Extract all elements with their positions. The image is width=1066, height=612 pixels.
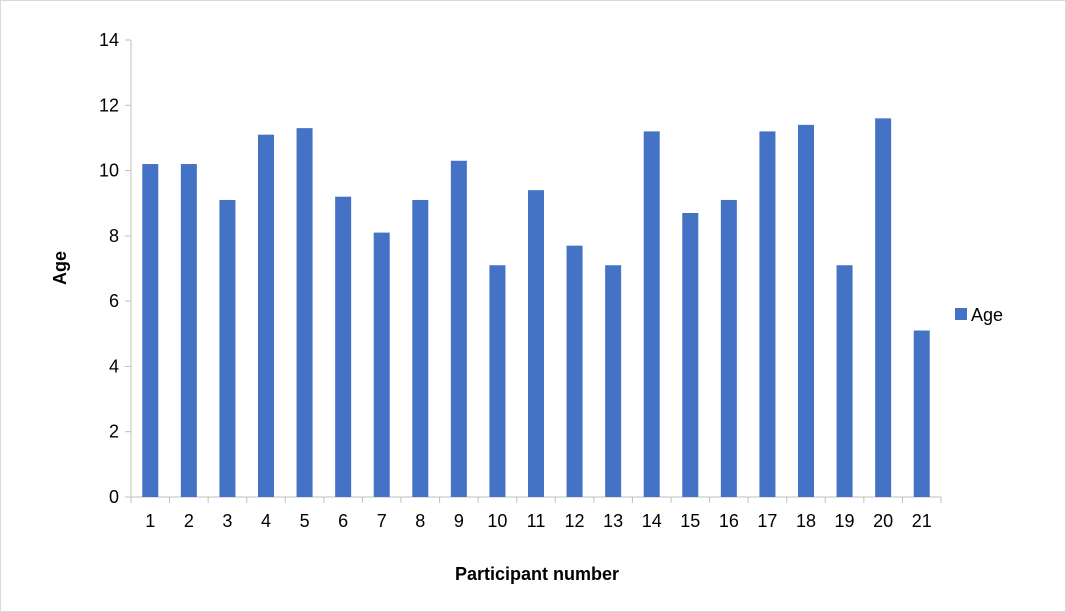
x-tick-label: 9 [454, 511, 464, 531]
x-tick-label: 2 [184, 511, 194, 531]
x-tick-label: 12 [565, 511, 585, 531]
y-tick-label: 4 [109, 356, 119, 376]
bar [643, 131, 660, 497]
x-tick-label: 4 [261, 511, 271, 531]
x-tick-label: 11 [527, 511, 546, 531]
bar [335, 196, 352, 497]
bar [450, 160, 467, 497]
bar [528, 190, 544, 497]
bar [142, 164, 159, 498]
y-tick-label: 14 [99, 30, 119, 50]
x-tick-label: 13 [603, 511, 623, 531]
x-tick-label: 16 [719, 511, 739, 531]
legend-label: Age [971, 305, 1003, 325]
x-tick-label: 19 [835, 511, 855, 531]
x-tick-label: 20 [873, 511, 893, 531]
x-tick-label: 18 [796, 511, 816, 531]
bar [566, 245, 583, 497]
bar [720, 199, 737, 497]
y-tick-label: 0 [109, 487, 119, 507]
x-tick-label: 5 [300, 511, 310, 531]
bar-series [142, 118, 930, 498]
bar [412, 199, 429, 497]
legend: Age [955, 305, 1003, 325]
bar [296, 128, 313, 497]
x-tick-label: 1 [145, 511, 155, 531]
x-tick-label: 21 [912, 511, 932, 531]
bar [180, 164, 197, 498]
x-axis: 1 2 3 4 5 6 7 8 9 10 11 12 13 14 15 16 17 18 19 20 21 [130, 496, 942, 531]
bar [875, 118, 892, 497]
bar [836, 265, 853, 497]
legend-swatch [955, 308, 967, 320]
bar [798, 124, 814, 497]
bar [682, 213, 699, 497]
bar [258, 134, 274, 497]
bar [489, 265, 506, 497]
bar [373, 232, 390, 498]
x-tick-label: 6 [338, 511, 348, 531]
bar [759, 131, 776, 497]
y-tick-label: 12 [99, 95, 119, 115]
x-tick-label: 8 [415, 511, 425, 531]
y-axis: 0 2 4 6 8 10 12 14 [99, 30, 132, 507]
x-tick-label: 17 [757, 511, 777, 531]
x-tick-label: 15 [680, 511, 700, 531]
x-axis-title: Participant number [455, 564, 619, 584]
bar [219, 199, 236, 497]
x-tick-label: 10 [487, 511, 507, 531]
y-tick-label: 8 [109, 226, 119, 246]
bar [605, 265, 622, 497]
y-tick-label: 10 [99, 161, 119, 181]
bar [913, 330, 930, 497]
x-tick-label: 3 [222, 511, 232, 531]
y-tick-label: 6 [109, 291, 119, 311]
x-tick-label: 14 [642, 511, 662, 531]
y-tick-label: 2 [109, 422, 119, 442]
x-tick-label: 7 [377, 511, 387, 531]
y-axis-title: Age [50, 251, 70, 285]
